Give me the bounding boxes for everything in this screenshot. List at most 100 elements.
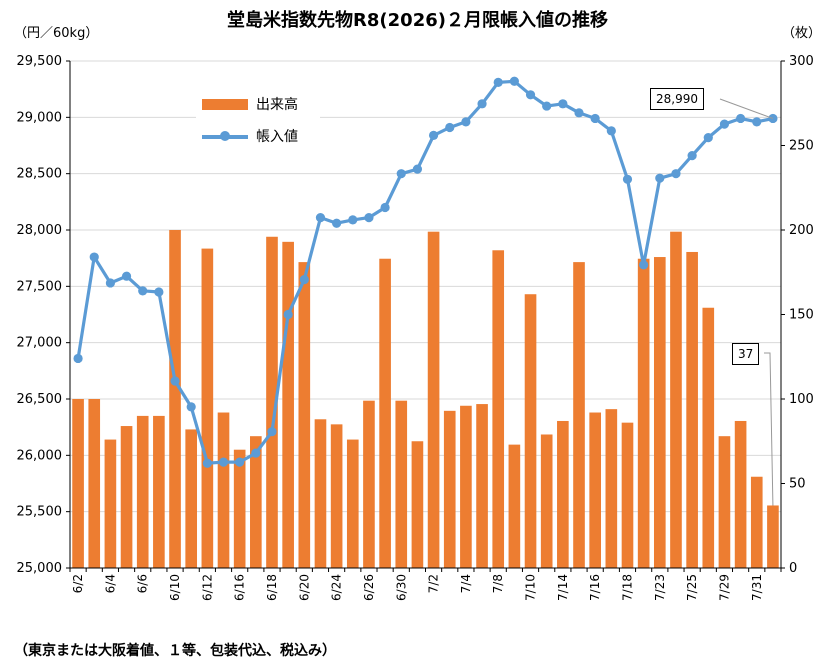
callout-leader-lines xyxy=(719,98,774,506)
price-point xyxy=(186,402,196,412)
x-axis-tick-label: 6/6 xyxy=(136,574,150,593)
right-axis-tick-label: 0 xyxy=(789,561,797,576)
price-point xyxy=(574,108,584,118)
volume-bar xyxy=(540,434,553,568)
x-axis-tick-label: 6/12 xyxy=(200,574,214,601)
right-axis-tick-label: 100 xyxy=(789,392,814,407)
volume-bar xyxy=(767,505,779,568)
volume-bar xyxy=(314,419,327,568)
left-axis-tick-label: 26,000 xyxy=(17,448,63,463)
left-axis-tick-label: 25,000 xyxy=(17,561,63,576)
x-axis-tick-label: 6/4 xyxy=(103,574,117,593)
x-axis-tick-label: 7/16 xyxy=(588,574,602,601)
right-axis-tick-label: 150 xyxy=(789,308,814,323)
volume-bar xyxy=(120,426,133,568)
x-axis-tick-label: 7/25 xyxy=(685,574,699,601)
price-point xyxy=(509,76,519,86)
left-axis-unit: （円／60kg） xyxy=(14,26,99,41)
x-axis-tick-label: 6/30 xyxy=(394,574,408,601)
x-axis-tick-label: 7/8 xyxy=(491,574,505,593)
left-axis-tick-labels: 25,000 25,500 26,000 26,500 27,000 27,500 28,0… xyxy=(17,54,63,576)
legend-item-price: 帳入値 xyxy=(202,126,298,146)
x-axis-tick-label: 6/20 xyxy=(297,574,311,601)
right-axis-tick-label: 300 xyxy=(789,54,814,69)
price-point xyxy=(89,252,99,262)
volume-bar xyxy=(443,410,456,568)
volume-bar xyxy=(185,429,198,568)
price-point xyxy=(606,126,616,136)
callout-last-volume: 37 xyxy=(732,343,760,365)
price-point xyxy=(299,274,309,285)
price-point xyxy=(380,202,390,213)
volume-bars xyxy=(72,230,779,568)
price-point xyxy=(445,122,455,133)
left-axis-tick-label: 29,500 xyxy=(17,54,63,69)
price-point xyxy=(542,101,552,111)
left-axis-tick-label: 29,000 xyxy=(17,110,63,125)
volume-bar xyxy=(395,400,408,568)
price-point xyxy=(348,215,358,225)
right-axis-unit: （枚） xyxy=(782,26,822,41)
price-point xyxy=(671,169,681,179)
x-axis-tick-label: 7/4 xyxy=(459,574,473,593)
right-axis-tick-labels: 0 50 100 150 200 250 300 xyxy=(789,54,814,576)
legend-item-volume: 出来高 xyxy=(202,94,298,114)
left-axis-tick-label: 27,000 xyxy=(17,336,63,351)
price-point xyxy=(235,457,245,467)
x-axis-tick-label: 7/14 xyxy=(556,574,570,601)
price-point xyxy=(251,448,261,458)
legend: 出来高 帳入値 xyxy=(196,88,320,156)
footnote: （東京または大阪着値、１等、包装代込、税込み） xyxy=(14,643,336,659)
volume-bar xyxy=(589,412,601,568)
price-point xyxy=(719,119,730,129)
x-axis-tick-label: 6/16 xyxy=(233,574,247,601)
legend-label-volume: 出来高 xyxy=(256,97,298,113)
price-point xyxy=(428,130,439,140)
price-point xyxy=(332,218,342,228)
legend-line-swatch xyxy=(202,130,248,142)
callout-last-price: 28,990 xyxy=(650,88,704,110)
price-point xyxy=(493,77,503,88)
price-point xyxy=(687,151,697,161)
price-point xyxy=(768,113,778,124)
price-point xyxy=(315,213,326,223)
left-axis-tick-label: 28,500 xyxy=(17,167,63,182)
volume-bar xyxy=(346,439,359,568)
x-axis-tick-label: 6/2 xyxy=(71,574,85,593)
price-point xyxy=(396,169,406,179)
volume-bar xyxy=(363,400,375,568)
volume-bar xyxy=(476,404,488,568)
x-axis-tick-label: 7/23 xyxy=(653,574,667,601)
volume-bar xyxy=(573,262,585,568)
volume-bar xyxy=(508,444,521,568)
price-point xyxy=(105,278,115,288)
x-axis-tick-label: 7/2 xyxy=(427,574,441,593)
left-axis-tick-label: 28,000 xyxy=(17,223,63,238)
price-point xyxy=(218,457,229,467)
legend-label-price: 帳入値 xyxy=(256,129,298,145)
volume-bar xyxy=(282,241,294,568)
volume-bar xyxy=(637,258,650,568)
x-axis-tick-label: 6/26 xyxy=(362,574,376,601)
volume-bar xyxy=(104,439,117,568)
volume-bar xyxy=(233,449,246,568)
price-point xyxy=(138,286,148,296)
volume-bar xyxy=(298,262,311,568)
chart-title: 堂島米指数先物R8(2026)２月限帳入値の推移 xyxy=(227,10,608,31)
volume-bar xyxy=(702,307,715,568)
x-axis-tick-label: 6/24 xyxy=(330,574,344,601)
volume-bar xyxy=(718,436,731,568)
left-axis-tick-label: 25,500 xyxy=(17,505,63,520)
price-point xyxy=(525,90,536,100)
volume-bar xyxy=(460,405,472,568)
volume-bar xyxy=(653,257,666,568)
axes xyxy=(66,60,785,572)
volume-bar xyxy=(169,230,181,568)
price-point xyxy=(267,427,277,437)
price-point xyxy=(622,174,633,184)
volume-bar xyxy=(250,436,262,568)
volume-callout-leader xyxy=(764,352,774,506)
volume-bar xyxy=(88,399,101,568)
price-point xyxy=(558,99,568,109)
